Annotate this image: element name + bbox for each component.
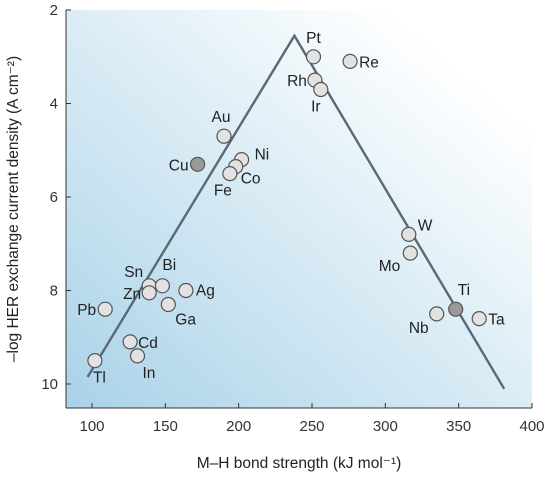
data-point-ir: [313, 81, 329, 98]
x-tick-label: 350: [446, 418, 471, 435]
x-tick-label: 400: [519, 418, 544, 435]
data-point-cd: [122, 334, 138, 350]
point-label-pb: Pb: [77, 302, 96, 319]
y-tick-label: 2: [50, 2, 58, 19]
data-point-pt: [305, 49, 322, 65]
data-point-fe: [222, 166, 238, 182]
data-point-ag: [178, 282, 194, 299]
point-label-au: Au: [212, 109, 231, 126]
point-label-tl: Tl: [93, 370, 106, 387]
data-point-mo: [402, 245, 418, 261]
data-point-bi: [154, 278, 170, 294]
y-tick-label: 6: [50, 189, 58, 206]
data-point-nb: [429, 306, 445, 322]
point-label-ga: Ga: [175, 312, 196, 329]
x-tick-label: 300: [373, 418, 398, 435]
data-point-tl: [87, 353, 103, 369]
data-point-zn: [141, 285, 157, 301]
point-label-rh: Rh: [287, 73, 307, 90]
point-label-cu: Cu: [169, 157, 189, 174]
data-point-w: [401, 226, 417, 242]
data-point-ga: [160, 296, 176, 313]
x-tick-label: 100: [79, 418, 104, 435]
point-label-nb: Nb: [409, 320, 429, 337]
point-label-cd: Cd: [138, 335, 158, 352]
point-label-ir: Ir: [311, 99, 320, 116]
data-point-ti: [448, 301, 464, 317]
point-label-in: In: [143, 365, 156, 382]
data-point-re: [342, 53, 358, 70]
data-point-ta: [471, 311, 487, 327]
x-tick-label: 150: [153, 418, 178, 435]
point-label-fe: Fe: [214, 183, 232, 200]
point-label-co: Co: [241, 171, 261, 188]
point-label-ti: Ti: [458, 282, 470, 299]
point-label-sn: Sn: [124, 264, 143, 281]
point-label-mo: Mo: [379, 258, 401, 275]
data-point-pb: [97, 301, 113, 317]
x-tick-label: 200: [226, 418, 251, 435]
volcano-trend-line: [86, 33, 506, 390]
point-label-re: Re: [359, 54, 379, 71]
data-point-au: [216, 128, 232, 144]
x-axis-title: M–H bond strength (kJ mol⁻¹): [197, 455, 402, 472]
y-tick-label: 4: [50, 96, 58, 113]
x-tick-label: 250: [299, 418, 324, 435]
point-label-pt: Pt: [306, 30, 321, 47]
y-tick-label: 8: [50, 283, 58, 300]
data-point-in: [129, 348, 146, 364]
point-label-zn: Zn: [123, 286, 141, 303]
plot-background: [66, 10, 532, 408]
point-label-ag: Ag: [196, 283, 215, 300]
y-axis-title: –log HER exchange current density (A cm⁻…: [5, 56, 22, 362]
y-tick-label: 10: [41, 376, 58, 393]
data-point-cu: [190, 156, 206, 172]
point-label-bi: Bi: [162, 257, 176, 274]
point-label-ta: Ta: [488, 312, 505, 329]
point-label-ni: Ni: [255, 147, 270, 164]
point-label-w: W: [418, 217, 433, 234]
